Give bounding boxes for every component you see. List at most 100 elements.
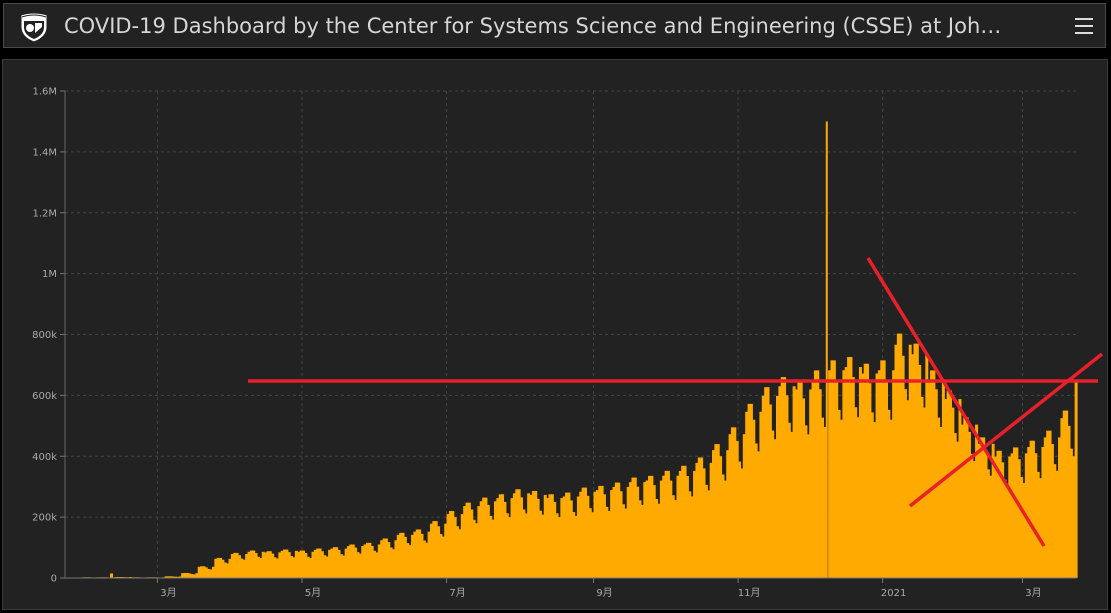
- bar-day: [489, 515, 493, 578]
- bar-day: [377, 544, 381, 578]
- y-tick-label: 0: [51, 574, 57, 585]
- bar-day: [306, 556, 310, 578]
- bar-day: [311, 551, 315, 578]
- bar-day: [778, 386, 782, 578]
- bar-day: [612, 486, 616, 578]
- jhu-shield-icon: [20, 12, 48, 43]
- bar-day: [676, 475, 680, 578]
- bar-day: [951, 407, 955, 578]
- bar-day: [671, 495, 675, 578]
- bar-day: [264, 552, 268, 578]
- bar-day: [818, 389, 822, 578]
- bar-day: [742, 434, 746, 578]
- bar-day: [361, 546, 365, 578]
- bar-day: [903, 389, 907, 578]
- y-tick-label: 600k: [32, 391, 57, 402]
- bar-day: [422, 540, 426, 578]
- bar-day: [1022, 483, 1026, 578]
- bar-day: [799, 380, 803, 578]
- x-tick-label: 11月: [738, 587, 761, 599]
- bar-day: [503, 501, 507, 578]
- bar-day: [347, 546, 351, 578]
- bar-day: [1060, 418, 1064, 578]
- bar-day: [949, 390, 952, 578]
- bar-day: [899, 333, 903, 578]
- bar-day: [662, 475, 666, 578]
- bar-day: [1048, 430, 1052, 578]
- bar-day: [278, 552, 282, 578]
- bar-day: [190, 574, 194, 578]
- bar-day: [837, 409, 841, 578]
- hamburger-menu-icon[interactable]: [1073, 14, 1097, 38]
- bar-day: [866, 363, 870, 578]
- bar-day: [204, 567, 208, 578]
- bar-day: [659, 480, 663, 578]
- bar-day: [313, 549, 317, 578]
- bar-day: [498, 494, 502, 578]
- bar-day: [588, 508, 592, 578]
- bar-day: [335, 547, 339, 578]
- bar-day: [1003, 479, 1007, 578]
- bar-day: [119, 576, 123, 578]
- bar-day: [584, 487, 588, 578]
- bar-day: [252, 550, 256, 578]
- bar-day: [975, 424, 979, 578]
- bar-day: [446, 514, 450, 578]
- bar-day: [439, 534, 443, 578]
- bar-day: [541, 514, 545, 578]
- bar-day: [610, 490, 614, 578]
- bar-day: [339, 554, 343, 578]
- bar-day: [228, 558, 232, 578]
- bar-day: [915, 343, 919, 578]
- bar-day: [1031, 440, 1035, 578]
- bar-day: [605, 506, 609, 578]
- bar-day: [1034, 453, 1038, 578]
- bar-day: [825, 121, 828, 578]
- bar-day: [320, 551, 324, 578]
- bar-day: [522, 509, 526, 578]
- bar-day: [418, 529, 422, 578]
- bar-day: [434, 521, 438, 578]
- bar-day: [524, 513, 528, 578]
- bar-day: [1069, 448, 1073, 578]
- bar-day: [723, 480, 727, 578]
- bar-day: [373, 550, 377, 578]
- bar-day: [318, 548, 322, 578]
- bar-day: [785, 395, 789, 578]
- y-tick-label: 800k: [32, 330, 57, 341]
- bar-day: [937, 417, 941, 578]
- bar-day: [304, 553, 308, 578]
- bar-day: [325, 556, 329, 578]
- bar-day: [640, 504, 644, 578]
- bar-day: [557, 517, 561, 578]
- y-tick-label: 400k: [32, 452, 57, 463]
- x-tick-label: 9月: [596, 587, 612, 599]
- bar-day: [868, 383, 872, 578]
- bar-day: [996, 450, 1000, 578]
- bar-day: [178, 576, 182, 578]
- bar-day: [700, 457, 704, 578]
- bar-day: [546, 498, 550, 578]
- bar-day: [268, 551, 272, 578]
- bar-day: [892, 370, 896, 578]
- bar-day: [787, 422, 791, 578]
- bar-day: [465, 502, 469, 578]
- bar-day: [444, 523, 448, 578]
- bar-day: [183, 572, 187, 578]
- bar-day: [256, 556, 260, 578]
- bar-day: [380, 540, 384, 578]
- bar-day: [617, 482, 621, 578]
- bar-day: [539, 510, 542, 578]
- bar-day: [1027, 446, 1031, 578]
- bar-day: [259, 558, 263, 578]
- bar-day: [181, 573, 185, 578]
- bar-day: [413, 531, 417, 578]
- bar-day: [918, 364, 922, 578]
- bar-day: [297, 551, 301, 578]
- bar-day: [493, 501, 497, 578]
- bar-day: [759, 411, 763, 578]
- bar-day: [839, 419, 843, 578]
- bar-day: [192, 574, 196, 578]
- bar-day: [844, 367, 848, 578]
- bar-day: [375, 552, 379, 578]
